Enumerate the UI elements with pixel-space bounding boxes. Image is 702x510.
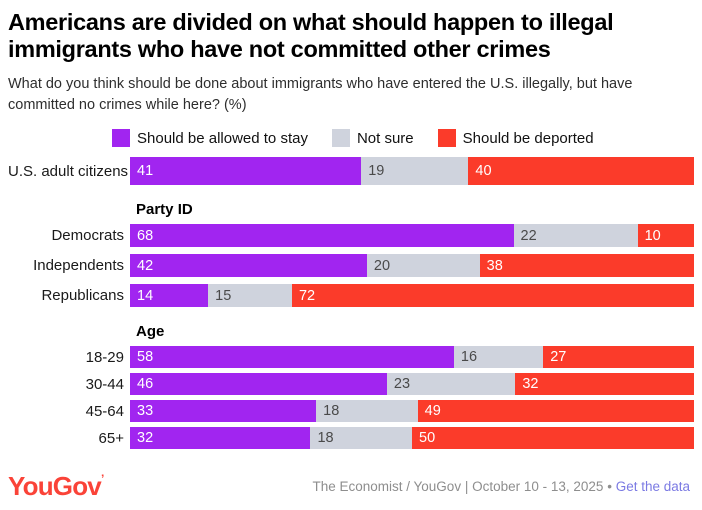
chart: U.S. adult citizens 41 19 40 Party ID Democra… [8, 157, 694, 449]
segment-value: 23 [393, 376, 411, 392]
bar-segment-stay: 42 [130, 254, 367, 277]
group-header: Party ID [136, 201, 193, 218]
bar-segment-deported: 40 [468, 157, 694, 185]
segment-value: 27 [550, 349, 567, 365]
row-label: 30-44 [85, 375, 124, 393]
bar-segment-deported: 38 [479, 254, 694, 277]
legend-swatch-stay [112, 129, 130, 147]
row-label: Independents [33, 257, 124, 274]
segment-value: 10 [644, 227, 661, 244]
segment-value: 20 [373, 257, 391, 274]
segment-value: 18 [317, 430, 334, 446]
bar-segment-deported: 49 [417, 400, 694, 422]
bar-segment-stay: 68 [130, 224, 514, 247]
legend-label-stay: Should be allowed to stay [137, 129, 308, 147]
legend-label-not-sure: Not sure [356, 129, 414, 147]
legend-item-not-sure: Not sure [331, 129, 414, 147]
bar-segment-not-sure: 19 [361, 157, 469, 185]
group-header: Age [136, 323, 165, 340]
bar-segment-deported: 10 [637, 224, 694, 247]
source-line: The Economist / YouGov | October 10 - 13… [312, 479, 690, 494]
segment-value: 33 [137, 403, 154, 419]
row-label: Democrats [51, 227, 124, 244]
segment-value: 15 [215, 287, 232, 304]
source-separator: • [607, 478, 612, 494]
bar-segment-stay: 32 [130, 427, 311, 449]
stacked-bar: 41 19 40 [130, 157, 694, 185]
segment-value: 72 [298, 287, 316, 304]
bar-segment-not-sure: 18 [310, 427, 412, 449]
segment-value: 16 [460, 349, 478, 365]
chart-group: U.S. adult citizens 41 19 40 [8, 157, 694, 185]
segment-value: 50 [419, 430, 436, 446]
bar-segment-not-sure: 18 [316, 400, 418, 422]
legend-item-stay: Should be allowed to stay [112, 129, 308, 147]
bar-row: Independents 42 20 38 [8, 254, 694, 277]
stacked-bar: 42 20 38 [130, 254, 694, 277]
logo-quote-mark: ’ [100, 472, 104, 486]
segment-value: 19 [368, 163, 385, 179]
stacked-bar: 68 22 10 [130, 224, 694, 247]
bar-segment-stay: 58 [130, 346, 454, 368]
logo-text: YouGov [8, 471, 102, 501]
bar-segment-not-sure: 22 [513, 224, 638, 247]
bar-segment-not-sure: 16 [453, 346, 544, 368]
bar-segment-stay: 46 [130, 373, 387, 395]
segment-value: 41 [137, 163, 154, 179]
legend-swatch-deported [437, 129, 456, 147]
segment-value: 38 [486, 257, 503, 274]
bar-segment-deported: 50 [412, 427, 694, 449]
row-label: Republicans [41, 287, 124, 304]
row-label: 65+ [98, 429, 124, 447]
segment-value: 32 [522, 376, 539, 392]
bar-row: Republicans 14 15 72 [8, 284, 694, 307]
segment-value: 58 [137, 349, 154, 365]
stacked-bar: 14 15 72 [130, 284, 694, 307]
bar-row: U.S. adult citizens 41 19 40 [8, 157, 694, 185]
legend: Should be allowed to stay Not sure Should … [112, 129, 694, 147]
segment-value: 22 [520, 227, 537, 244]
legend-label-deported: Should be deported [462, 129, 594, 147]
bar-segment-deported: 72 [291, 284, 694, 307]
chart-group-age: Age 18-29 58 16 27 30-44 46 23 32 45-64 33 18 49 65+ 3… [8, 323, 694, 449]
segment-value: 32 [137, 430, 154, 446]
segment-value: 46 [137, 376, 154, 392]
bar-segment-not-sure: 23 [386, 373, 516, 395]
legend-item-deported: Should be deported [437, 129, 594, 147]
segment-value: 18 [323, 403, 340, 419]
segment-value: 42 [137, 257, 154, 274]
row-label: U.S. adult citizens [8, 162, 129, 180]
bar-row: 30-44 46 23 32 [8, 373, 694, 395]
bar-segment-deported: 32 [515, 373, 694, 395]
segment-value: 49 [424, 403, 441, 419]
bar-row: 65+ 32 18 50 [8, 427, 694, 449]
bar-segment-stay: 14 [130, 284, 209, 307]
segment-value: 40 [475, 163, 492, 179]
stacked-bar: 33 18 49 [130, 400, 694, 422]
bar-segment-stay: 33 [130, 400, 317, 422]
bar-row: 18-29 58 16 27 [8, 346, 694, 368]
segment-value: 68 [137, 227, 154, 244]
bar-segment-stay: 41 [130, 157, 362, 185]
bar-row: 45-64 33 18 49 [8, 400, 694, 422]
bar-segment-deported: 27 [543, 346, 694, 368]
stacked-bar: 58 16 27 [130, 346, 694, 368]
row-label: 45-64 [85, 402, 124, 420]
chart-group-party-id: Party ID Democrats 68 22 10 Independents 42 20 3… [8, 201, 694, 307]
footer: YouGov’ The Economist / YouGov | October… [8, 473, 690, 499]
stacked-bar: 32 18 50 [130, 427, 694, 449]
bar-segment-not-sure: 15 [208, 284, 292, 307]
survey-question: What do you think should be done about i… [8, 75, 633, 113]
page-title: Americans are divided on what should hap… [8, 9, 614, 63]
row-label: 18-29 [85, 348, 124, 366]
bar-segment-not-sure: 20 [366, 254, 480, 277]
chart-page: Americans are divided on what should hap… [8, 9, 694, 449]
bar-row: Democrats 68 22 10 [8, 224, 694, 247]
stacked-bar: 46 23 32 [130, 373, 694, 395]
get-the-data-link[interactable]: Get the data [615, 478, 690, 494]
segment-value: 14 [137, 287, 154, 304]
yougov-logo: YouGov’ [8, 473, 104, 499]
source-text: The Economist / YouGov | October 10 - 13… [312, 478, 604, 494]
legend-swatch-not-sure [331, 129, 350, 147]
